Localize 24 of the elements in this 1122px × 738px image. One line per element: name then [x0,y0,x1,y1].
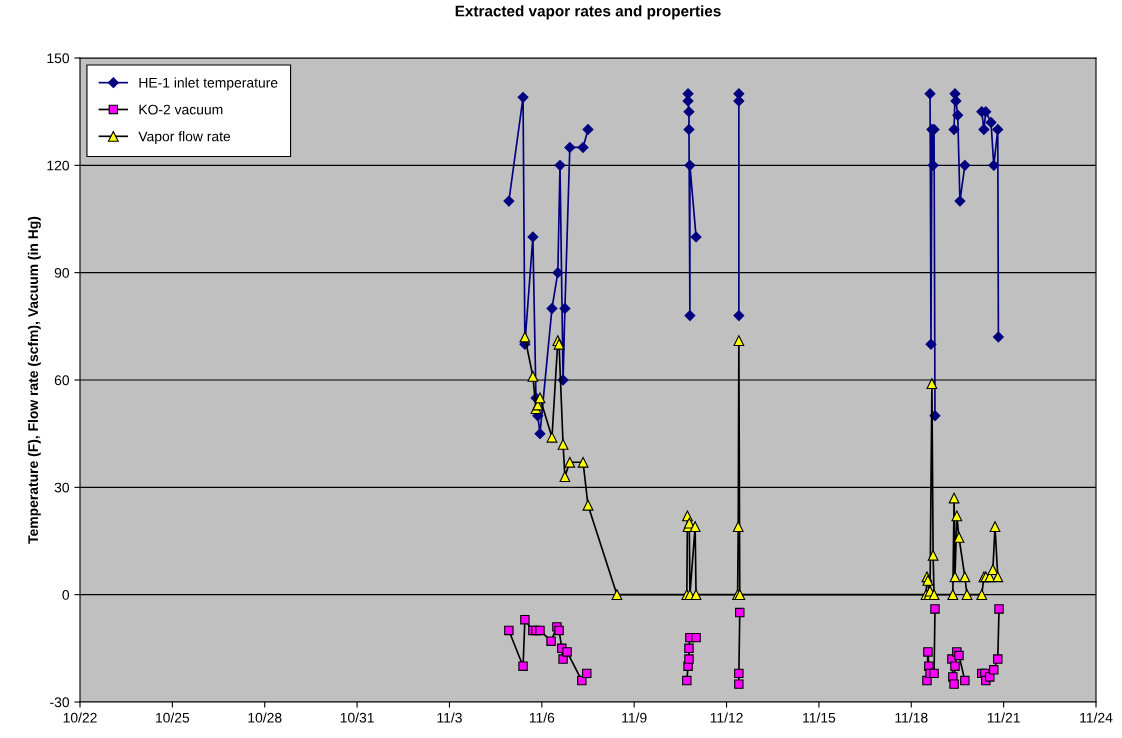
legend-label: KO-2 vacuum [139,104,223,115]
y-tick-label: 90 [54,268,70,278]
y-tick-label: 60 [54,375,70,386]
x-tick-label: 10/31 [340,712,374,723]
legend-label: HE-1 inlet temperature [139,77,278,91]
y-tick-label: 120 [47,160,70,171]
y-axis-title: Temperature (F), Flow rate (scfm), Vacuum (in Hg) [27,216,41,544]
y-tick-label: 30 [54,482,70,493]
x-tick-label: 11/9 [622,712,647,723]
x-tick-label: 10/22 [63,712,97,723]
x-tick-label: 11/3 [437,712,462,723]
x-tick-label: 11/12 [710,712,743,723]
y-tick-label: -30 [50,697,70,708]
chart-title: Extracted vapor rates and properties [455,5,721,20]
x-tick-label: 11/21 [987,712,1020,723]
x-tick-label: 11/15 [803,712,836,723]
x-tick-label: 10/28 [248,712,282,723]
y-tick-label: 0 [62,590,70,600]
legend-label: Vapor flow rate [138,131,231,145]
y-tick-label: 150 [47,53,70,64]
x-tick-label: 11/6 [529,712,555,723]
x-tick-label: 11/24 [1080,712,1113,723]
x-tick-label: 11/18 [895,712,928,723]
x-tick-label: 10/25 [156,712,190,723]
